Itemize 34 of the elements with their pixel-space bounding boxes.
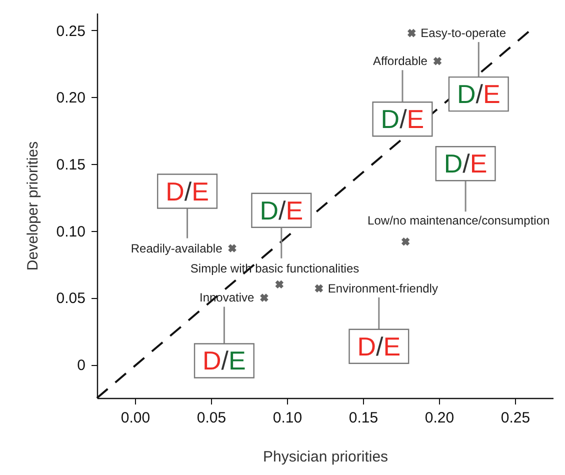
x-tick-label: 0.00 bbox=[120, 410, 150, 426]
point bbox=[314, 284, 324, 293]
point bbox=[433, 56, 442, 66]
y-tick-label: 0.20 bbox=[56, 90, 86, 107]
data-label: Environment-friendly bbox=[328, 281, 438, 296]
annotation: D/E bbox=[260, 195, 304, 226]
point bbox=[228, 244, 236, 252]
annotation: D/E bbox=[444, 148, 488, 179]
point bbox=[401, 237, 410, 246]
y-tick-label: 0.05 bbox=[56, 290, 86, 308]
data-label: Simple with basic functionalities bbox=[190, 261, 360, 276]
data-label: Low/no maintenance/consumption bbox=[368, 214, 550, 228]
data-label: Easy-to-operate bbox=[420, 26, 506, 40]
y-tick-label: 0.10 bbox=[56, 223, 86, 240]
data-label: Readily-available bbox=[130, 241, 223, 256]
x-tick-label: 0.25 bbox=[500, 410, 530, 426]
y-tick-label: 0.15 bbox=[56, 156, 86, 174]
annotation: D/E bbox=[357, 331, 401, 362]
x-tick-label: 0.05 bbox=[196, 410, 226, 426]
annotation: D/E bbox=[166, 176, 209, 206]
annotation: D/E bbox=[380, 104, 424, 134]
x-tick-label: 0.15 bbox=[348, 410, 378, 426]
point bbox=[408, 28, 416, 38]
data-label: Affordable bbox=[372, 54, 428, 68]
x-tick-label: 0.20 bbox=[424, 410, 454, 426]
y-tick-label: 0.25 bbox=[56, 22, 86, 40]
x-tick-label: 0.10 bbox=[272, 410, 302, 426]
point bbox=[260, 294, 268, 302]
y-tick-label: 0 bbox=[77, 357, 86, 374]
annotation: D/E bbox=[456, 79, 500, 110]
point bbox=[275, 280, 284, 289]
y-axis-title: Developer priorities bbox=[24, 141, 42, 271]
annotation: D/E bbox=[202, 346, 246, 376]
x-axis-title: Physician priorities bbox=[262, 448, 388, 466]
